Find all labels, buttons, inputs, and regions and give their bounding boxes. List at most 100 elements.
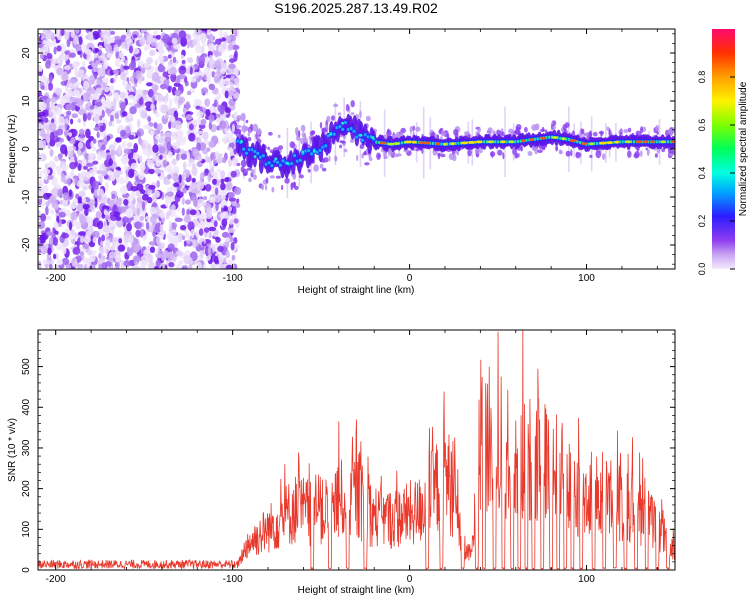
noise-blob [213,193,221,204]
noise-blob [193,99,202,104]
noise-blob [167,108,173,115]
noise-blob [159,211,166,219]
noise-blob [75,43,82,53]
noise-blob [141,194,149,201]
noise-blob [226,35,232,43]
noise-blob [38,243,46,250]
noise-blob [198,192,202,198]
noise-blob [168,220,172,229]
noise-blob [188,257,193,266]
signal-halo [464,131,470,136]
noise-blob [88,135,95,142]
signal-core-inner [338,125,342,129]
noise-blob [123,179,129,184]
signal-halo [236,163,241,166]
snr-panel: -200 -100 0 100 0 100 200 300 400 500 Height of s… [7,329,676,596]
noise-blob [57,107,62,117]
noise-blob [45,215,52,221]
noise-blob [86,112,92,121]
signal-halo [555,144,558,152]
signal-halo [606,126,610,131]
noise-blob [117,244,126,252]
noise-blob [180,54,185,60]
noise-blob [178,97,183,106]
signal-halo [415,148,420,152]
signal-halo [265,177,269,184]
noise-blob [210,170,215,176]
noise-blob [49,148,54,157]
noise-blob [42,168,51,175]
signal-halo [269,175,275,179]
noise-blob [72,219,78,226]
noise-blob [130,186,138,192]
signal-halo [668,149,674,154]
noise-blob [196,180,205,190]
noise-blob [212,178,217,185]
noise-blob [233,237,238,244]
noise-blob [167,54,172,59]
signal-peak [312,149,316,153]
noise-blob [89,105,95,110]
noise-blob [78,196,82,204]
spectrogram-frame [37,28,676,270]
signal-peak [371,136,375,139]
noise-blob [50,96,57,103]
noise-blob [196,130,203,135]
noise-blob [146,57,153,65]
noise-blob [227,206,233,212]
noise-blob [77,147,82,157]
noise-blob [155,34,162,40]
signal-halo [277,134,281,139]
noise-blob [87,258,92,267]
noise-blob [70,118,74,125]
noise-blob [58,211,66,218]
noise-blob [173,82,181,87]
noise-blob [80,236,84,244]
noise-blob [219,170,226,179]
noise-blob [94,72,98,80]
noise-blob [82,113,87,122]
signal-halo [619,132,623,136]
noise-blob [124,83,132,91]
noise-blob [159,224,164,232]
noise-blob [69,203,78,209]
colorbar-tick-label: 0.6 [697,119,707,132]
noise-blob [141,201,146,211]
noise-blob [168,168,173,175]
noise-blob [196,55,200,65]
noise-blob [178,174,182,184]
spectrogram-x-tick-label: 100 [578,273,595,284]
noise-blob [138,171,145,181]
noise-blob [41,33,47,39]
noise-blob [229,150,235,156]
signal-halo [241,125,248,133]
noise-blob [159,132,165,142]
noise-blob [120,72,125,81]
noise-blob [64,34,70,40]
noise-blob [136,131,141,137]
noise-blob [131,265,140,269]
noise-blob [221,231,230,238]
signal-peak [508,140,515,144]
noise-blob [62,94,71,103]
noise-blob [227,43,234,51]
noise-blob [152,109,158,115]
noise-blob [45,124,49,130]
noise-blob [84,48,92,56]
noise-blob [128,134,135,140]
signal-halo [301,132,306,138]
noise-blob [61,198,69,208]
noise-blob [162,159,167,168]
noise-blob [201,241,205,247]
noise-blob [174,89,182,97]
signal-halo [359,110,362,118]
noise-blob [100,240,104,247]
signal-peak [341,121,345,125]
noise-blob [96,106,104,116]
noise-blob [115,119,122,124]
signal-halo [524,126,528,133]
signal-halo [520,145,523,152]
noise-blob [60,29,65,36]
signal-halo [598,130,605,135]
colorbar-gradient [712,29,735,269]
